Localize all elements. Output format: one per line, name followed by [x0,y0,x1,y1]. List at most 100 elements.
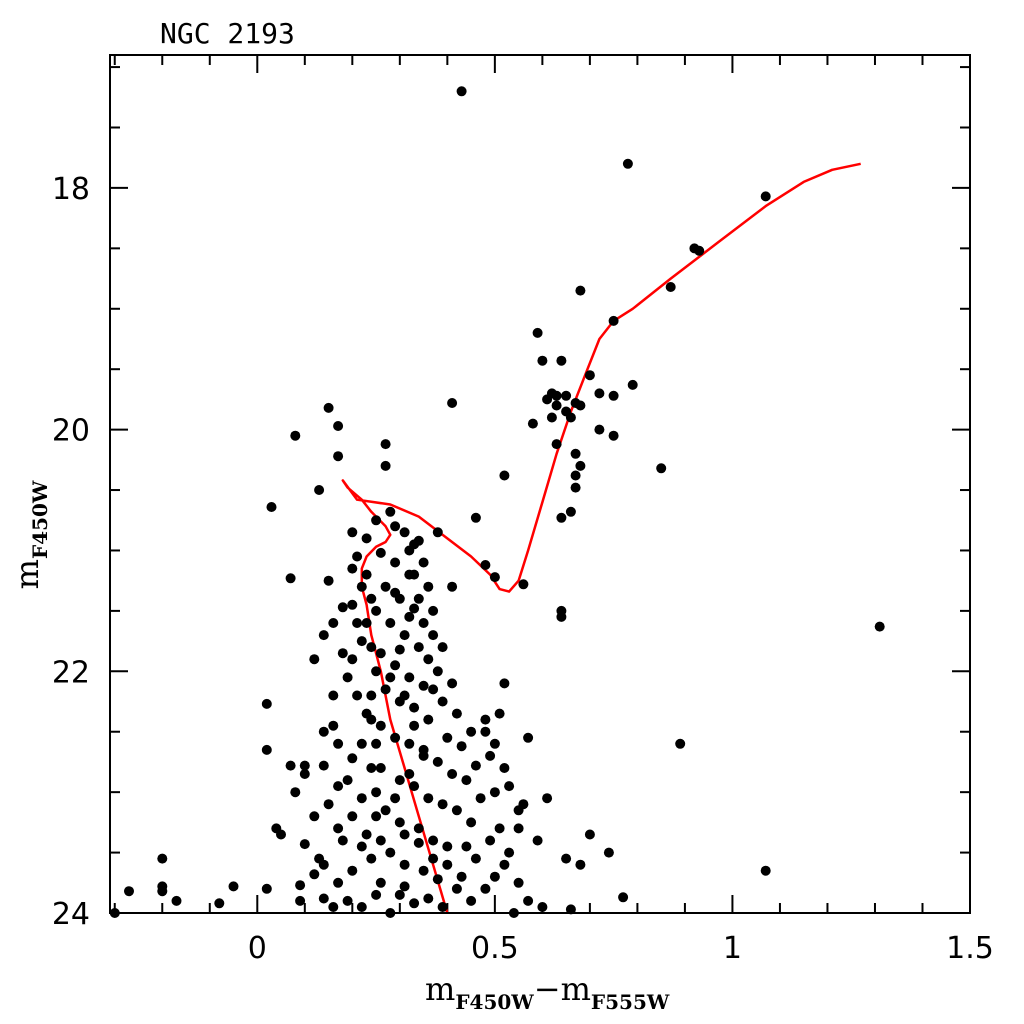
star-point [537,355,548,366]
star-point [361,533,372,544]
star-point [409,603,420,614]
star-point [380,439,391,450]
star-point [447,398,458,408]
star-point [380,805,391,816]
star-point [413,837,424,848]
star-point [371,605,382,616]
x-tick-label: 0.5 [471,931,519,966]
star-point [423,581,434,592]
star-point [266,502,277,512]
star-point [760,191,771,202]
star-point [404,769,415,779]
star-point [451,708,462,719]
star-point [347,654,358,665]
star-point [328,720,339,731]
star-point [366,714,377,725]
star-point [380,684,391,695]
star-point [423,714,434,725]
star-point [371,738,382,749]
star-point [513,877,524,888]
star-point [451,805,462,816]
star-point [570,448,581,459]
star-point [447,769,458,779]
star-point [523,732,534,743]
star-point [565,412,576,423]
star-point [328,902,339,912]
star-point [375,720,386,731]
star-point [261,744,272,755]
star-point [399,527,410,538]
star-point [366,690,377,701]
star-point [565,506,576,517]
star-point [347,599,358,610]
star-point [214,898,225,909]
star-point [456,871,467,882]
star-point [328,618,339,628]
star-point [333,738,344,749]
star-point [356,636,367,647]
y-label-main: m [8,559,46,589]
star-point [494,708,505,719]
star-point [261,883,272,894]
star-point [556,512,567,523]
star-point [461,841,472,852]
star-point [428,630,439,641]
star-point [366,763,377,773]
star-point [333,877,344,888]
star-point [584,829,595,840]
star-point [442,841,453,852]
star-point [299,760,310,771]
star-point [261,698,272,709]
star-point [565,904,576,915]
star-point [489,787,500,798]
star-point [874,621,885,632]
star-point [423,793,434,804]
star-point [418,744,429,755]
star-point [347,563,358,574]
star-point [542,394,553,405]
star-point [323,402,334,413]
star-point [356,793,367,804]
star-point [318,893,329,904]
star-point [561,390,572,401]
star-point [675,738,686,749]
star-point [356,902,367,912]
star-point [489,738,500,749]
star-point [466,895,477,906]
star-point [608,430,619,441]
chart-title: NGC 2193 [160,17,295,50]
star-point [499,470,510,481]
star-point [618,892,629,903]
star-point [584,370,595,381]
star-point [347,527,358,538]
star-point [380,581,391,592]
star-point [461,775,472,786]
star-point [532,327,543,338]
star-point [551,390,562,401]
star-point [399,859,410,870]
star-point [399,690,410,701]
star-point [385,672,396,683]
star-point [390,660,401,671]
star-point [337,648,348,659]
star-point [523,895,534,906]
x-axis-label: mF450W−mF555W [425,970,670,1014]
star-point [413,823,424,834]
y-label-sub: F450W [28,480,52,559]
star-point [546,412,557,423]
star-point [532,835,543,846]
star-point [390,793,401,804]
star-point [432,527,443,538]
star-point [499,678,510,689]
star-point [394,775,405,786]
star-point [347,865,358,876]
star-point [470,512,481,523]
star-point [337,602,348,613]
star-point [337,835,348,846]
y-tick-label: 18 [52,172,90,207]
star-point [409,702,420,713]
star-point [318,859,329,870]
star-point [480,714,491,725]
star-point [404,611,415,622]
star-point [390,521,401,532]
